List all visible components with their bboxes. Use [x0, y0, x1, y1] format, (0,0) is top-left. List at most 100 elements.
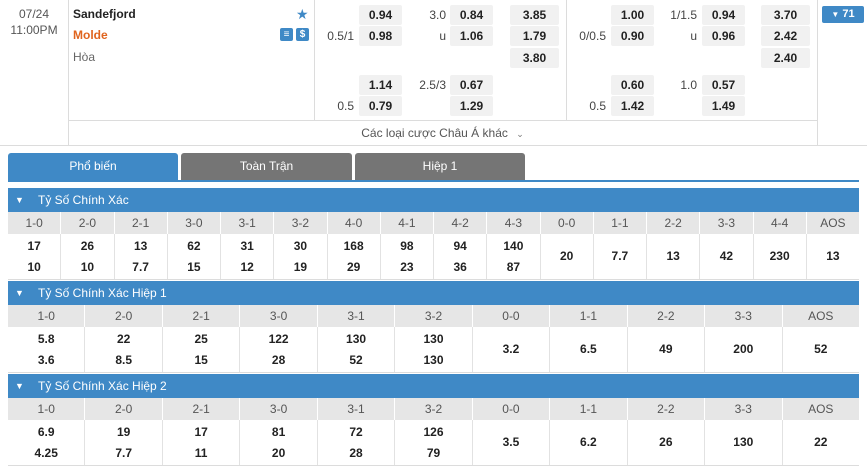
- score-odd-single[interactable]: 52: [814, 342, 828, 356]
- section-correct-score-h1-header[interactable]: ▼ Tỷ Số Chính Xác Hiệp 1: [8, 281, 859, 305]
- score-odd-single[interactable]: 230: [769, 249, 790, 263]
- score-odd-single[interactable]: 13: [826, 249, 840, 263]
- h1-1x2-away[interactable]: 2.42: [761, 26, 810, 46]
- tab-popular[interactable]: Phổ biến: [8, 153, 178, 182]
- score-odd-away[interactable]: 23: [400, 260, 414, 274]
- score-odd-single[interactable]: 13: [666, 249, 680, 263]
- ft-1x2-home[interactable]: 3.85: [510, 5, 559, 25]
- score-odd-home[interactable]: 22: [117, 332, 131, 346]
- score-odd-home[interactable]: 94: [453, 239, 467, 253]
- score-odd-home[interactable]: 62: [187, 239, 201, 253]
- score-odd-home[interactable]: 140: [503, 239, 524, 253]
- score-odd-away[interactable]: 79: [426, 446, 441, 460]
- score-odd-away[interactable]: 20: [271, 446, 286, 460]
- dollar-icon[interactable]: $: [296, 28, 309, 41]
- section-correct-score-header[interactable]: ▼ Tỷ Số Chính Xác: [8, 188, 859, 212]
- score-odd-home[interactable]: 72: [349, 425, 363, 439]
- ft-alt-handicap-away[interactable]: 0.79: [359, 96, 402, 116]
- score-odd-away[interactable]: 10: [27, 260, 41, 274]
- score-odd-away[interactable]: 3.6: [37, 353, 55, 367]
- score-odd-home[interactable]: 6.9: [37, 425, 55, 439]
- score-odd-home[interactable]: 130: [346, 332, 367, 346]
- score-odd-home[interactable]: 17: [194, 425, 208, 439]
- score-odd-away[interactable]: 52: [349, 353, 363, 367]
- ft-1x2-away[interactable]: 1.79: [510, 26, 559, 46]
- ft-handicap-home[interactable]: 0.94: [359, 5, 402, 25]
- h1-handicap-home[interactable]: 1.00: [611, 5, 654, 25]
- score-odd-single[interactable]: 7.7: [611, 249, 629, 263]
- score-odd-home[interactable]: 122: [268, 332, 289, 346]
- score-odd-home[interactable]: 26: [80, 239, 95, 253]
- tab-full-time[interactable]: Toàn Trận: [181, 153, 352, 180]
- h1-alt-handicap-home[interactable]: 0.60: [611, 75, 654, 95]
- score-odd-away[interactable]: 7.7: [132, 260, 149, 274]
- h1-over[interactable]: 0.94: [702, 5, 745, 25]
- score-odd-home[interactable]: 126: [423, 425, 444, 439]
- away-team[interactable]: Molde: [73, 28, 108, 42]
- stats-icon[interactable]: ≡: [280, 28, 293, 41]
- ft-under[interactable]: 1.06: [450, 26, 493, 46]
- tab-first-half[interactable]: Hiệp 1: [355, 153, 525, 180]
- score-odd-away[interactable]: 29: [346, 260, 361, 274]
- score-odd-single[interactable]: 49: [659, 342, 673, 356]
- h1-alt-handicap-away[interactable]: 1.42: [611, 96, 654, 116]
- home-team[interactable]: Sandefjord: [73, 7, 136, 21]
- h1-under[interactable]: 0.96: [702, 26, 745, 46]
- score-column-header: 2-0: [61, 212, 115, 234]
- score-odd-single[interactable]: 20: [559, 249, 574, 263]
- ft-alt-over[interactable]: 0.67: [450, 75, 493, 95]
- more-bets-badge[interactable]: ▼ 71: [822, 6, 864, 23]
- score-odd-single[interactable]: 200: [733, 342, 754, 356]
- score-odd-away[interactable]: 87: [506, 260, 521, 274]
- score-odd-home[interactable]: 168: [343, 239, 364, 253]
- score-cell: 130: [705, 420, 783, 465]
- score-odd-single[interactable]: 42: [719, 249, 734, 263]
- score-odd-single[interactable]: 130: [733, 435, 754, 449]
- score-odd-home[interactable]: 17: [27, 239, 41, 253]
- score-odd-away[interactable]: 4.25: [34, 446, 58, 460]
- score-odd-home[interactable]: 30: [293, 239, 308, 253]
- score-odd-away[interactable]: 28: [349, 446, 363, 460]
- star-icon[interactable]: ★: [296, 6, 309, 22]
- score-odd-away[interactable]: 15: [194, 353, 208, 367]
- ft-over[interactable]: 0.84: [450, 5, 493, 25]
- section-correct-score-h2-header[interactable]: ▼ Tỷ Số Chính Xác Hiệp 2: [8, 374, 859, 398]
- score-odd-away[interactable]: 10: [80, 260, 95, 274]
- h1-handicap-away[interactable]: 0.90: [611, 26, 654, 46]
- ft-alt-handicap-home[interactable]: 1.14: [359, 75, 402, 95]
- more-bets-count: 71: [842, 8, 855, 20]
- score-odd-single[interactable]: 6.5: [580, 342, 597, 356]
- score-odd-away[interactable]: 130: [423, 353, 444, 367]
- ft-alt-under[interactable]: 1.29: [450, 96, 493, 116]
- score-odd-away[interactable]: 15: [187, 260, 201, 274]
- score-odd-home[interactable]: 130: [423, 332, 444, 346]
- score-odd-away[interactable]: 7.7: [115, 446, 133, 460]
- score-odd-home[interactable]: 31: [240, 239, 254, 253]
- score-odd-home[interactable]: 98: [400, 239, 414, 253]
- score-cell: 22 8.5: [85, 327, 163, 372]
- ft-1x2-draw[interactable]: 3.80: [510, 48, 559, 68]
- score-odd-away[interactable]: 36: [453, 260, 467, 274]
- h1-alt-under[interactable]: 1.49: [702, 96, 745, 116]
- score-odd-home[interactable]: 81: [271, 425, 286, 439]
- score-odd-single[interactable]: 6.2: [580, 435, 597, 449]
- score-odd-away[interactable]: 28: [271, 353, 286, 367]
- score-odd-single[interactable]: 26: [659, 435, 673, 449]
- score-odd-away[interactable]: 19: [293, 260, 308, 274]
- h1-alt-over[interactable]: 0.57: [702, 75, 745, 95]
- score-odd-single[interactable]: 3.2: [502, 342, 520, 356]
- score-odd-home[interactable]: 19: [117, 425, 131, 439]
- score-odd-home[interactable]: 5.8: [37, 332, 55, 346]
- score-odd-away[interactable]: 11: [194, 446, 208, 460]
- score-cell: 49: [628, 327, 706, 372]
- score-odd-away[interactable]: 12: [240, 260, 254, 274]
- ft-handicap-away[interactable]: 0.98: [359, 26, 402, 46]
- score-odd-single[interactable]: 22: [814, 435, 828, 449]
- h1-1x2-home[interactable]: 3.70: [761, 5, 810, 25]
- more-asian-bets-link[interactable]: Các loại cược Châu Á khác ⌄: [68, 120, 817, 145]
- score-odd-single[interactable]: 3.5: [502, 435, 520, 449]
- score-odd-home[interactable]: 13: [133, 239, 148, 253]
- score-odd-away[interactable]: 8.5: [115, 353, 133, 367]
- score-odd-home[interactable]: 25: [194, 332, 208, 346]
- h1-1x2-draw[interactable]: 2.40: [761, 48, 810, 68]
